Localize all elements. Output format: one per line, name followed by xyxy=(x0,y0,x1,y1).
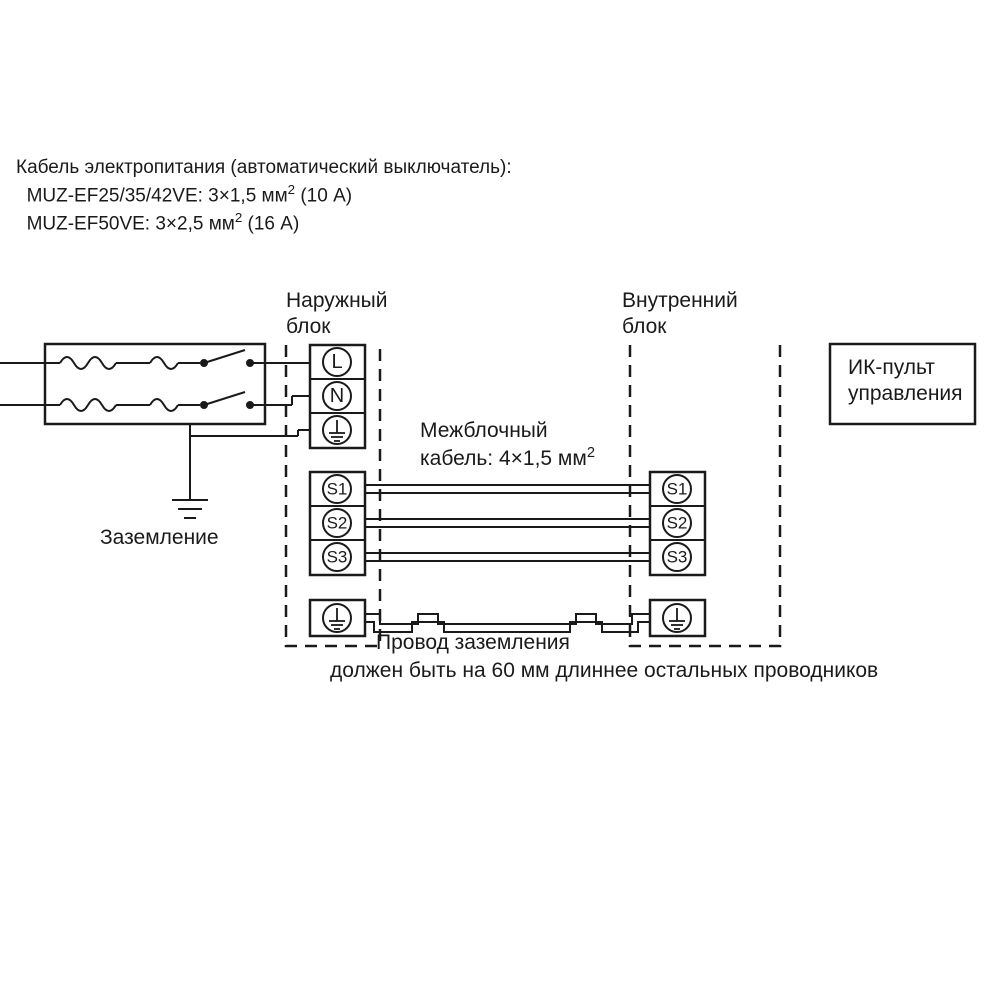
remote-control-box xyxy=(830,344,975,424)
breaker-row-2 xyxy=(45,392,310,411)
outdoor-terminal-S2: S2 xyxy=(327,514,348,533)
indoor-terminal-S3: S3 xyxy=(667,548,688,567)
breaker-row-1 xyxy=(45,350,310,369)
indoor-terminal-S2: S2 xyxy=(667,514,688,533)
interblock-ground-wire xyxy=(365,614,650,632)
wiring-diagram: L N S1 S2 S3 S1 S2 S3 xyxy=(0,0,1000,1000)
terminal-L: L xyxy=(331,351,342,373)
interblock-wires xyxy=(365,485,650,561)
breaker-ground-wire xyxy=(190,424,310,436)
outdoor-terminal-S3: S3 xyxy=(327,548,348,567)
terminal-N: N xyxy=(330,385,344,407)
breaker-box xyxy=(45,344,265,424)
earth-symbol-icon xyxy=(172,436,208,518)
outdoor-terminal-S1: S1 xyxy=(327,480,348,499)
indoor-terminal-S1: S1 xyxy=(667,480,688,499)
earth-terminal-icon-outdoor-bottom xyxy=(329,608,345,629)
earth-terminal-icon-indoor xyxy=(669,608,685,629)
earth-terminal-icon-outdoor-top xyxy=(329,420,345,441)
